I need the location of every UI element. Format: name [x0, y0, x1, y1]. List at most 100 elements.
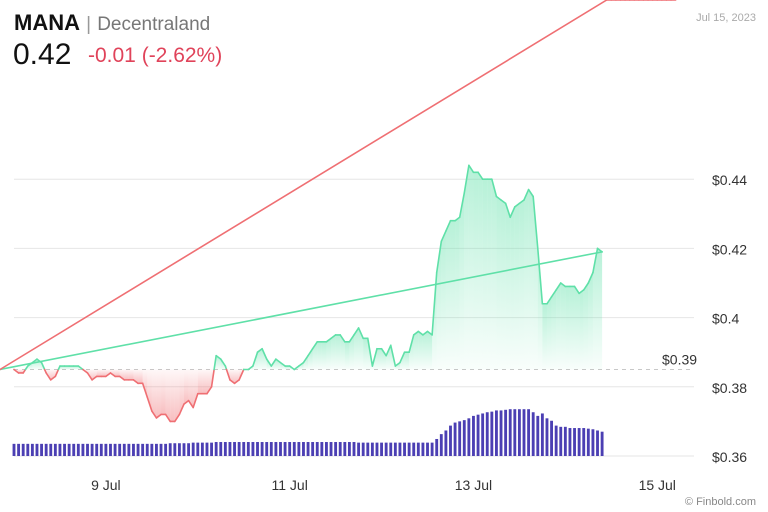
- price-line-down: [132, 379, 139, 385]
- area-fill-up: [510, 206, 515, 370]
- asset-name: Decentraland: [97, 14, 211, 35]
- area-fill-up: [381, 348, 387, 370]
- price-line-up: [527, 188, 534, 198]
- volume-bar: [200, 442, 204, 456]
- volume-bar: [21, 443, 25, 456]
- volume-bar: [458, 421, 462, 456]
- area-fill-up: [354, 327, 359, 370]
- volume-bar: [513, 409, 517, 456]
- current-price: 0.42: [13, 38, 72, 71]
- area-fill-up: [464, 165, 469, 370]
- volume-bar: [256, 442, 259, 456]
- area-fill-up: [551, 289, 557, 370]
- volume-bar: [495, 410, 498, 456]
- area-fill-up: [592, 248, 598, 370]
- price-line-up: [555, 282, 562, 291]
- volume-bar: [586, 428, 590, 456]
- price-line-up: [325, 337, 332, 343]
- x-tick-label: 13 Jul: [455, 477, 492, 493]
- volume-bar: [527, 409, 531, 456]
- volume-bar: [205, 442, 209, 456]
- volume-bar: [86, 443, 89, 456]
- volume-bar: [168, 443, 172, 456]
- volume-bar: [242, 442, 246, 456]
- price-line-down: [82, 368, 89, 374]
- area-fill-up: [441, 231, 446, 370]
- volume-bar: [472, 415, 475, 456]
- area-fill-down: [128, 369, 134, 380]
- volume-bar: [573, 428, 576, 456]
- y-tick-label: $0.36: [712, 449, 747, 465]
- price-line-up: [279, 361, 286, 367]
- area-fill-up: [560, 283, 566, 370]
- price-line-up: [380, 347, 387, 357]
- volume-bar: [155, 443, 158, 456]
- price-line-down: [225, 368, 231, 381]
- x-tick-label: 9 Jul: [91, 477, 121, 493]
- area-fill-up: [579, 289, 584, 370]
- area-fill-up: [413, 331, 419, 370]
- volume-bar: [352, 442, 356, 456]
- price-line-up: [435, 240, 443, 274]
- volume-bar: [113, 443, 117, 456]
- price-line-up: [559, 282, 567, 288]
- volume-bar: [58, 443, 62, 456]
- volume-bar: [210, 442, 213, 456]
- price-line-up: [330, 334, 337, 340]
- price-line-down: [118, 375, 126, 381]
- volume-bar: [380, 442, 383, 456]
- volume-bar: [389, 442, 393, 456]
- price-line-up: [495, 195, 502, 201]
- price-line-down: [183, 399, 190, 405]
- volume-bar: [288, 442, 292, 456]
- price-line-down: [187, 399, 194, 409]
- area-fill-down: [188, 369, 194, 408]
- area-fill-down: [18, 369, 24, 373]
- area-fill-up: [455, 217, 460, 370]
- asset-title: MANA | Decentraland: [14, 10, 210, 36]
- area-fill-up: [528, 189, 534, 370]
- volume-bar: [136, 443, 140, 456]
- volume-bar: [467, 418, 471, 456]
- price-line-up: [491, 178, 498, 198]
- volume-bar: [596, 430, 599, 456]
- volume-bar: [228, 442, 232, 456]
- volume-bar: [40, 443, 43, 456]
- price-line-down: [151, 410, 158, 419]
- price-line-up: [389, 344, 397, 367]
- x-tick-label: 15 Jul: [639, 477, 676, 493]
- price-line-down: [54, 368, 60, 378]
- area-fill-down: [170, 369, 175, 422]
- area-fill-up: [556, 283, 561, 370]
- volume-bar: [522, 409, 526, 456]
- price-line-down: [206, 385, 213, 395]
- price-line-up: [288, 365, 296, 371]
- price-line-up: [587, 271, 594, 284]
- price-line-up: [215, 354, 222, 360]
- area-fill-up: [409, 334, 414, 370]
- area-fill-up: [335, 334, 341, 370]
- price-line-up: [31, 358, 38, 364]
- area-fill-down: [156, 369, 162, 418]
- volume-bar: [591, 429, 595, 456]
- area-fill-up: [519, 199, 524, 370]
- price-line-up: [445, 219, 452, 232]
- area-fill-up: [404, 352, 410, 370]
- volume-bar: [99, 443, 103, 456]
- area-fill-up: [524, 189, 529, 370]
- volume-bar: [233, 442, 236, 456]
- area-fill-down: [142, 369, 148, 398]
- price-line-up: [578, 289, 585, 295]
- area-fill-up: [308, 348, 313, 370]
- volume-bar: [159, 443, 163, 456]
- area-fill-up: [496, 196, 502, 370]
- area-fill-up: [349, 334, 354, 370]
- price-line-up: [357, 327, 364, 340]
- area-fill-up: [501, 199, 506, 370]
- area-fill-down: [184, 369, 189, 405]
- volume-bar: [223, 442, 227, 456]
- price-line-up: [293, 365, 300, 371]
- volume-bar: [329, 442, 333, 456]
- area-fill-up: [69, 366, 74, 370]
- price-line-up: [518, 199, 525, 205]
